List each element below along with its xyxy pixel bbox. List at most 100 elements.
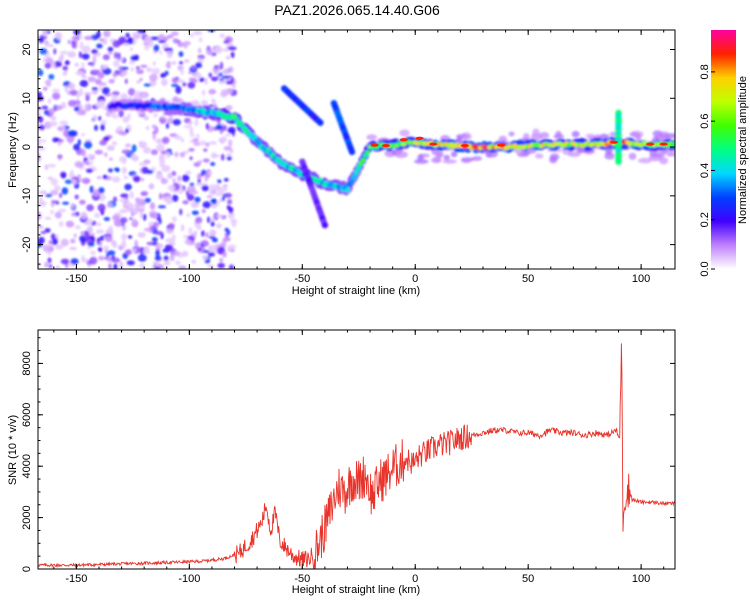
haze-blob xyxy=(549,153,560,161)
noise-blob xyxy=(160,72,167,78)
noise-blob xyxy=(161,115,166,119)
noise-blob xyxy=(155,266,160,269)
noise-blob xyxy=(228,211,235,220)
noise-blob xyxy=(155,261,160,268)
noise-blob xyxy=(122,166,127,175)
noise-blob xyxy=(111,176,121,183)
noise-blob xyxy=(149,202,156,210)
noise-blob xyxy=(137,232,146,238)
x-tick-label: 50 xyxy=(522,573,534,585)
noise-blob xyxy=(38,124,46,130)
noise-blob xyxy=(113,51,118,59)
noise-blob xyxy=(180,68,184,75)
noise-blob xyxy=(131,144,137,153)
noise-blob xyxy=(202,158,210,163)
noise-blob xyxy=(111,141,118,146)
noise-blob xyxy=(113,60,120,68)
noise-blob xyxy=(171,31,179,36)
noise-blob xyxy=(201,230,205,237)
noise-blob xyxy=(43,40,50,45)
noise-blob xyxy=(64,179,73,184)
noise-blob xyxy=(98,82,107,86)
noise-blob xyxy=(132,218,137,225)
noise-blob xyxy=(38,69,44,77)
snr-frame xyxy=(37,329,676,570)
noise-blob xyxy=(207,171,212,176)
noise-blob xyxy=(38,142,42,147)
noise-blob xyxy=(38,138,43,143)
noise-blob xyxy=(86,218,93,226)
noise-blob xyxy=(87,241,95,247)
noise-blob xyxy=(84,35,93,41)
noise-blob xyxy=(90,250,96,255)
y-tick-label: 10 xyxy=(21,92,33,104)
spectrogram-frame xyxy=(37,29,676,270)
noise-blob xyxy=(81,177,91,184)
haze-blob xyxy=(635,133,642,141)
noise-blob xyxy=(79,235,86,242)
noise-blob xyxy=(209,141,218,145)
noise-blob xyxy=(108,51,113,55)
noise-blob xyxy=(205,142,210,148)
noise-blob xyxy=(223,68,230,75)
noise-blob xyxy=(196,133,200,140)
noise-blob xyxy=(74,194,79,200)
noise-blob xyxy=(217,179,222,184)
noise-blob xyxy=(210,221,215,227)
noise-blob xyxy=(191,65,196,70)
noise-blob xyxy=(127,235,133,239)
noise-blob xyxy=(175,260,182,265)
noise-blob xyxy=(183,125,192,129)
noise-blob xyxy=(211,204,218,209)
noise-blob xyxy=(167,223,175,229)
noise-blob xyxy=(228,139,233,147)
noise-blob xyxy=(58,139,64,143)
haze-blob xyxy=(460,132,472,141)
noise-blob xyxy=(66,134,75,143)
noise-blob xyxy=(175,98,183,103)
noise-blob xyxy=(193,230,198,237)
noise-blob xyxy=(174,151,179,158)
noise-blob xyxy=(166,228,174,235)
noise-blob xyxy=(45,79,52,87)
noise-blob xyxy=(160,178,169,185)
noise-blob xyxy=(171,171,177,176)
noise-blob xyxy=(125,128,129,134)
haze-blob xyxy=(539,132,550,139)
noise-blob xyxy=(113,263,118,269)
noise-blob xyxy=(79,41,84,50)
noise-blob xyxy=(44,164,49,171)
noise-blob xyxy=(92,56,97,65)
noise-blob xyxy=(200,140,206,146)
arc-blob xyxy=(317,119,324,126)
noise-blob xyxy=(89,232,95,236)
ridge-core xyxy=(351,174,357,181)
noise-blob xyxy=(220,153,225,161)
noise-blob xyxy=(94,124,98,131)
noise-blob xyxy=(112,72,118,77)
noise-blob xyxy=(178,51,184,57)
noise-blob xyxy=(171,216,177,223)
haze-blob xyxy=(555,130,562,138)
noise-blob xyxy=(197,47,202,54)
noise-blob xyxy=(106,145,115,151)
noise-blob xyxy=(136,208,145,212)
noise-blob xyxy=(112,214,120,221)
noise-blob xyxy=(159,158,166,166)
noise-blob xyxy=(144,45,149,51)
haze-blob xyxy=(508,131,515,137)
noise-blob xyxy=(171,194,179,202)
hotspot xyxy=(646,142,655,146)
noise-blob xyxy=(47,163,57,168)
noise-blob xyxy=(145,125,150,131)
noise-blob xyxy=(182,174,190,182)
hotspot xyxy=(460,144,469,148)
noise-blob xyxy=(214,185,221,192)
noise-blob xyxy=(159,264,165,269)
noise-blob xyxy=(207,216,211,224)
noise-blob xyxy=(60,258,70,265)
noise-blob xyxy=(79,199,86,205)
noise-blob xyxy=(183,59,190,63)
noise-blob xyxy=(134,201,141,210)
noise-blob xyxy=(163,260,171,266)
